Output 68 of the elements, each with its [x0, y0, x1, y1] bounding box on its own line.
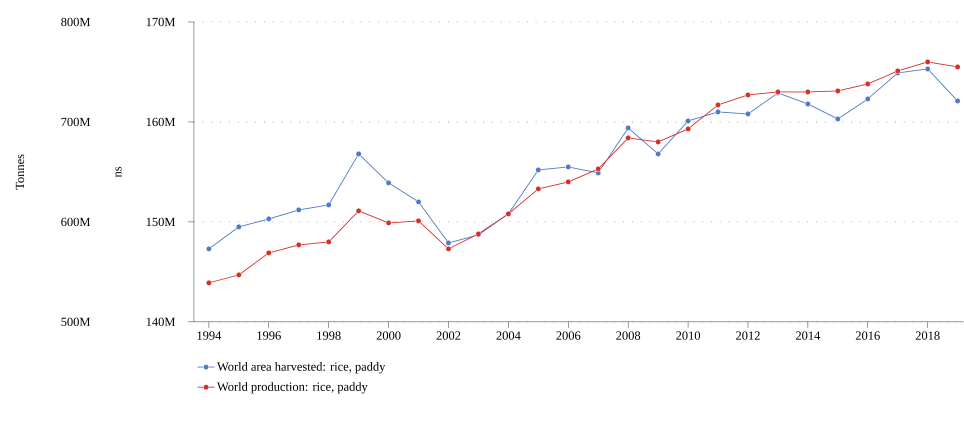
- y-tick-label: 600M: [61, 218, 90, 226]
- y-tick-label: 700M: [62, 118, 90, 126]
- point: [595, 166, 602, 172]
- x-tick-label: 1994: [198, 331, 222, 340]
- point: [266, 216, 272, 222]
- point: [685, 126, 692, 132]
- point: [864, 96, 871, 102]
- x-tick-label: 2008: [616, 331, 640, 340]
- point: [386, 220, 392, 226]
- y2-tick-label: 150M: [146, 218, 176, 226]
- point: [715, 109, 721, 115]
- y-axis-title: Tonnes: [16, 154, 24, 190]
- point: [924, 59, 931, 66]
- point: [386, 180, 392, 186]
- point: [655, 151, 662, 157]
- x-tick-label: 2010: [676, 331, 700, 340]
- point: [326, 239, 332, 245]
- y-tick-label: 800M: [61, 18, 90, 26]
- point: [326, 202, 332, 208]
- point: [535, 186, 542, 192]
- point: [236, 224, 242, 230]
- point: [446, 240, 452, 246]
- y2-tick-label: 140M: [146, 318, 176, 326]
- x-tick-label: 1998: [317, 331, 341, 340]
- point: [416, 199, 422, 205]
- y-tick-label: 500M: [61, 318, 90, 326]
- x-tick-label: 2018: [916, 331, 940, 340]
- point: [296, 242, 302, 248]
- point: [655, 139, 662, 145]
- x-tick-label: 1996: [257, 331, 281, 340]
- x-tick-label: 2000: [376, 331, 401, 340]
- point: [356, 208, 362, 214]
- x-tick-label: 2014: [796, 331, 820, 340]
- point: [834, 116, 841, 122]
- point: [804, 89, 811, 95]
- point: [834, 88, 841, 94]
- point: [745, 92, 751, 98]
- point: [954, 98, 961, 104]
- point: [236, 272, 242, 278]
- legend-label: World area harvested: rice, paddy: [217, 362, 386, 374]
- point: [266, 250, 272, 256]
- x-tick-label: 2006: [556, 331, 580, 340]
- point: [924, 66, 931, 72]
- point: [625, 135, 632, 141]
- point: [296, 207, 302, 213]
- point: [565, 179, 572, 185]
- y2-tick-label: 170M: [146, 18, 176, 26]
- point: [804, 101, 811, 107]
- point: [954, 64, 961, 70]
- point: [446, 246, 452, 252]
- point: [416, 218, 422, 224]
- x-tick-label: 2016: [856, 331, 880, 340]
- point: [745, 111, 751, 117]
- x-tick-label: 2004: [496, 331, 521, 340]
- point: [685, 118, 692, 124]
- legend-label: World production: rice, paddy: [217, 382, 368, 394]
- point: [625, 125, 632, 131]
- point: [535, 167, 542, 173]
- x-tick-label: 2002: [436, 331, 460, 340]
- y2-axis-title: ns: [115, 166, 122, 178]
- x-tick-label: 2012: [736, 331, 760, 340]
- y2-tick-label: 160M: [146, 118, 176, 126]
- point: [864, 81, 871, 87]
- point: [565, 164, 572, 170]
- point: [206, 280, 212, 286]
- point: [715, 102, 721, 108]
- point: [206, 246, 212, 252]
- point: [356, 151, 362, 157]
